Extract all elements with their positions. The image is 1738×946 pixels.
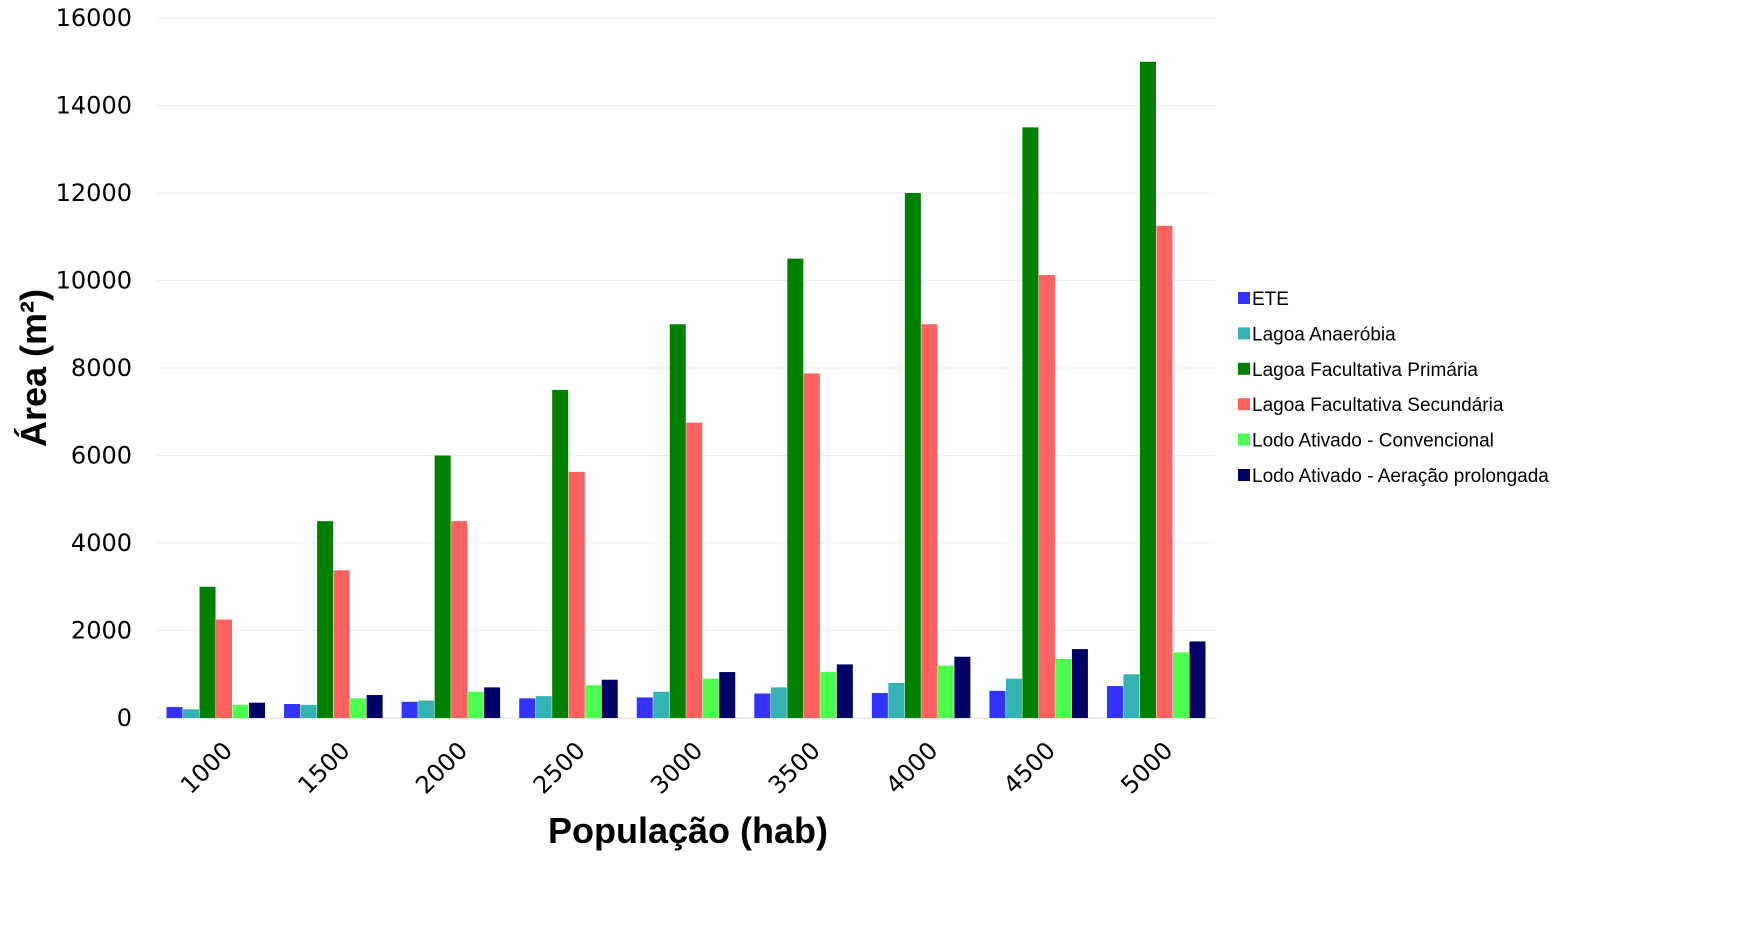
bar [183, 709, 200, 718]
legend-label: Lagoa Facultativa Secundária [1252, 395, 1504, 416]
bar [1123, 674, 1140, 718]
bar [366, 695, 383, 718]
bar [568, 471, 585, 718]
x-axis-title: População (hab) [548, 810, 828, 851]
bar [535, 696, 552, 719]
bar [820, 672, 837, 718]
y-tick-label: 12000 [56, 179, 132, 207]
bar [519, 698, 536, 718]
y-tick-label: 10000 [56, 267, 132, 295]
x-tick-label: 2000 [410, 736, 473, 799]
bar [803, 373, 820, 718]
x-tick-label: 3500 [763, 736, 826, 799]
legend: ETE Lagoa Anaeróbia Lagoa Facultativa Prim… [1238, 289, 1549, 487]
bar [1055, 658, 1072, 718]
bar [702, 678, 719, 719]
bar [989, 690, 1006, 719]
bar [686, 422, 703, 718]
y-tick-label: 8000 [71, 354, 132, 382]
x-tick-labels: 1000 1500 2000 2500 3000 3500 4000 4500 5000 [175, 736, 1178, 799]
y-tick-label: 2000 [71, 617, 132, 645]
bar [1022, 127, 1039, 719]
bar [1071, 649, 1088, 718]
bar [1005, 678, 1022, 719]
y-axis-title: Área (m²) [13, 289, 54, 447]
legend-swatch [1238, 362, 1250, 375]
y-tick-label: 0 [117, 704, 132, 732]
legend-swatch [1238, 327, 1250, 340]
x-tick-label: 5000 [1115, 736, 1178, 799]
x-tick-label: 1500 [293, 736, 356, 799]
legend-label: Lagoa Anaeróbia [1252, 324, 1396, 345]
bar [1106, 686, 1123, 718]
bar [871, 693, 888, 718]
legend-label: Lagoa Facultativa Primária [1252, 360, 1478, 381]
bar [199, 586, 216, 718]
x-tick-label: 4000 [880, 736, 943, 799]
bar [585, 685, 602, 718]
legend-label: Lodo Ativado - Aeração prolongada [1252, 466, 1549, 487]
y-tick-label: 16000 [56, 4, 132, 32]
legend-label: ETE [1252, 289, 1289, 310]
bar [451, 521, 468, 719]
x-tick-label: 3000 [645, 736, 708, 799]
bar [888, 683, 905, 718]
bar [937, 665, 954, 718]
y-tick-label: 14000 [56, 92, 132, 120]
bar [216, 619, 233, 718]
bar-layer [166, 61, 1206, 719]
bar [333, 570, 350, 718]
bar [300, 704, 317, 719]
bar [166, 707, 183, 718]
y-tick-label: 6000 [71, 442, 132, 470]
bar [249, 702, 266, 718]
bar [754, 693, 771, 718]
bar [1156, 225, 1173, 718]
bar [770, 687, 787, 719]
bar [350, 698, 367, 718]
bar [317, 521, 334, 719]
bar [636, 697, 653, 718]
bar [719, 672, 736, 718]
bar [552, 389, 569, 719]
bar [1038, 275, 1055, 718]
legend-swatch [1238, 292, 1250, 304]
bar [401, 701, 418, 718]
bar [653, 691, 670, 718]
grid-layer [157, 17, 1215, 719]
legend-label: Lodo Ativado - Convencional [1252, 431, 1494, 452]
bar [1172, 652, 1189, 719]
legend-swatch [1238, 433, 1250, 446]
x-tick-label: 4500 [998, 736, 1061, 799]
bar [418, 700, 435, 718]
bar [954, 656, 971, 718]
bar [284, 704, 301, 718]
bar [921, 324, 938, 718]
bar [601, 679, 618, 718]
bar [669, 324, 686, 718]
legend-swatch [1238, 398, 1250, 411]
y-tick-labels: 0 2000 4000 6000 8000 10000 12000 14000 16000 [56, 4, 132, 732]
bar [232, 704, 249, 719]
x-tick-label: 1000 [175, 736, 238, 799]
bar [904, 193, 921, 718]
legend-swatch [1238, 469, 1250, 481]
bar [836, 664, 853, 718]
x-tick-label: 2500 [528, 736, 591, 799]
bar [787, 258, 804, 719]
bar [484, 687, 501, 719]
bar [1139, 61, 1156, 718]
y-tick-label: 4000 [71, 529, 132, 557]
bar [467, 691, 484, 718]
bar [434, 455, 451, 718]
bar [1189, 641, 1206, 718]
